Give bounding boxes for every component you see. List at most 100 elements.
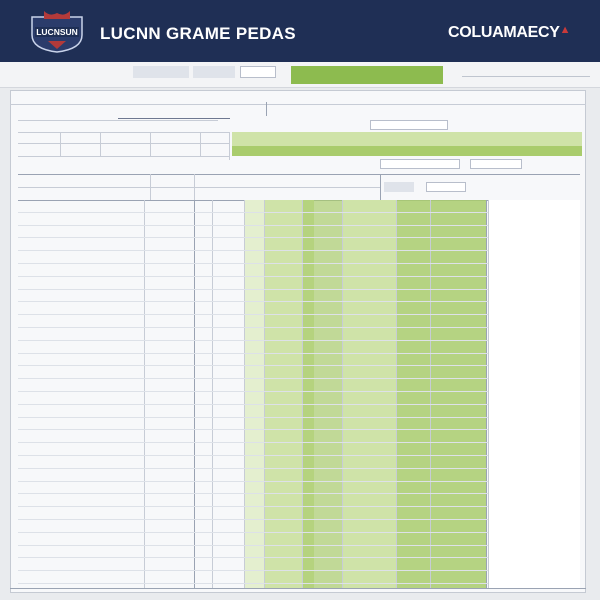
- table-row[interactable]: [18, 251, 580, 264]
- table-row[interactable]: [18, 507, 580, 520]
- row-name-link[interactable]: [22, 433, 142, 439]
- table-row[interactable]: [18, 456, 580, 469]
- table-row[interactable]: [18, 328, 580, 341]
- table-row[interactable]: [18, 302, 580, 316]
- row-name-link[interactable]: [22, 229, 142, 235]
- side-list-item[interactable]: [521, 280, 577, 286]
- row-name-link[interactable]: [22, 241, 142, 247]
- table-row[interactable]: [18, 213, 580, 226]
- table-row[interactable]: [18, 277, 580, 290]
- table-row[interactable]: [18, 520, 580, 533]
- row-name-link[interactable]: [22, 203, 142, 209]
- row-name-link[interactable]: [22, 280, 142, 286]
- table-row[interactable]: [18, 443, 580, 456]
- side-list-item[interactable]: [521, 536, 577, 542]
- side-list-item[interactable]: [521, 203, 577, 209]
- row-name-link[interactable]: [22, 395, 142, 401]
- side-list-item[interactable]: [521, 395, 577, 401]
- side-list-item[interactable]: [521, 331, 577, 337]
- side-list-item[interactable]: [521, 382, 577, 388]
- filter-search-field[interactable]: [370, 120, 448, 130]
- row-name-link[interactable]: [22, 331, 142, 337]
- side-list-item[interactable]: [521, 267, 577, 273]
- row-name-link[interactable]: [22, 472, 142, 478]
- side-list-item[interactable]: [521, 241, 577, 247]
- filter-date-field[interactable]: [380, 159, 460, 169]
- table-row[interactable]: [18, 469, 580, 482]
- filter-dropdown[interactable]: [470, 159, 522, 169]
- row-name-link[interactable]: [22, 523, 142, 529]
- table-row[interactable]: [18, 366, 580, 380]
- row-name-link[interactable]: [22, 369, 142, 375]
- table-row[interactable]: [18, 264, 580, 277]
- side-list-item[interactable]: [521, 574, 577, 580]
- row-name-link[interactable]: [22, 344, 142, 350]
- side-list-item[interactable]: [521, 446, 577, 452]
- row-name-link[interactable]: [22, 536, 142, 542]
- header-select[interactable]: [426, 182, 466, 192]
- row-name-link[interactable]: [22, 293, 142, 299]
- side-list-item[interactable]: [521, 293, 577, 299]
- side-list-item[interactable]: [521, 421, 577, 427]
- row-name-link[interactable]: [22, 574, 142, 580]
- side-list-item[interactable]: [521, 485, 577, 491]
- table-row[interactable]: [18, 418, 580, 431]
- side-list-item[interactable]: [521, 318, 577, 324]
- tab-1[interactable]: [133, 66, 189, 78]
- side-list-item[interactable]: [521, 472, 577, 478]
- side-list-item[interactable]: [521, 459, 577, 465]
- side-list-item[interactable]: [521, 369, 577, 375]
- table-row[interactable]: [18, 392, 580, 405]
- table-row[interactable]: [18, 341, 580, 354]
- side-list-item[interactable]: [521, 549, 577, 555]
- green-tab-3[interactable]: [393, 66, 443, 84]
- row-name-link[interactable]: [22, 497, 142, 503]
- header-toggle[interactable]: [384, 182, 414, 192]
- table-row[interactable]: [18, 571, 580, 584]
- side-list-item[interactable]: [521, 254, 577, 260]
- table-row[interactable]: [18, 354, 580, 367]
- table-row[interactable]: [18, 379, 580, 392]
- tab-2[interactable]: [193, 66, 235, 78]
- row-name-link[interactable]: [22, 485, 142, 491]
- side-list-item[interactable]: [521, 357, 577, 363]
- row-name-link[interactable]: [22, 318, 142, 324]
- green-tab-2[interactable]: [343, 66, 393, 84]
- table-row[interactable]: [18, 482, 580, 495]
- side-list-item[interactable]: [521, 510, 577, 516]
- table-row[interactable]: [18, 546, 580, 559]
- row-name-link[interactable]: [22, 267, 142, 273]
- row-name-link[interactable]: [22, 459, 142, 465]
- table-row[interactable]: [18, 558, 580, 572]
- tab-3[interactable]: [240, 66, 276, 78]
- table-row[interactable]: [18, 315, 580, 328]
- table-row[interactable]: [18, 238, 580, 252]
- row-name-link[interactable]: [22, 254, 142, 260]
- row-name-link[interactable]: [22, 382, 142, 388]
- table-row[interactable]: [18, 430, 580, 444]
- side-list-item[interactable]: [521, 216, 577, 222]
- side-list-item[interactable]: [521, 344, 577, 350]
- side-list-item[interactable]: [521, 305, 577, 311]
- row-name-link[interactable]: [22, 510, 142, 516]
- side-list-item[interactable]: [521, 229, 577, 235]
- row-name-link[interactable]: [22, 561, 142, 567]
- side-list-item[interactable]: [521, 523, 577, 529]
- table-row[interactable]: [18, 290, 580, 303]
- side-list-item[interactable]: [521, 408, 577, 414]
- row-name-link[interactable]: [22, 421, 142, 427]
- row-name-link[interactable]: [22, 446, 142, 452]
- row-name-link[interactable]: [22, 549, 142, 555]
- side-list-item[interactable]: [521, 561, 577, 567]
- table-row[interactable]: [18, 494, 580, 508]
- side-list-item[interactable]: [521, 433, 577, 439]
- row-name-link[interactable]: [22, 305, 142, 311]
- table-row[interactable]: [18, 200, 580, 213]
- table-row[interactable]: [18, 226, 580, 239]
- side-list-item[interactable]: [521, 497, 577, 503]
- row-name-link[interactable]: [22, 408, 142, 414]
- table-row[interactable]: [18, 533, 580, 546]
- row-name-link[interactable]: [22, 357, 142, 363]
- table-row[interactable]: [18, 405, 580, 418]
- row-name-link[interactable]: [22, 216, 142, 222]
